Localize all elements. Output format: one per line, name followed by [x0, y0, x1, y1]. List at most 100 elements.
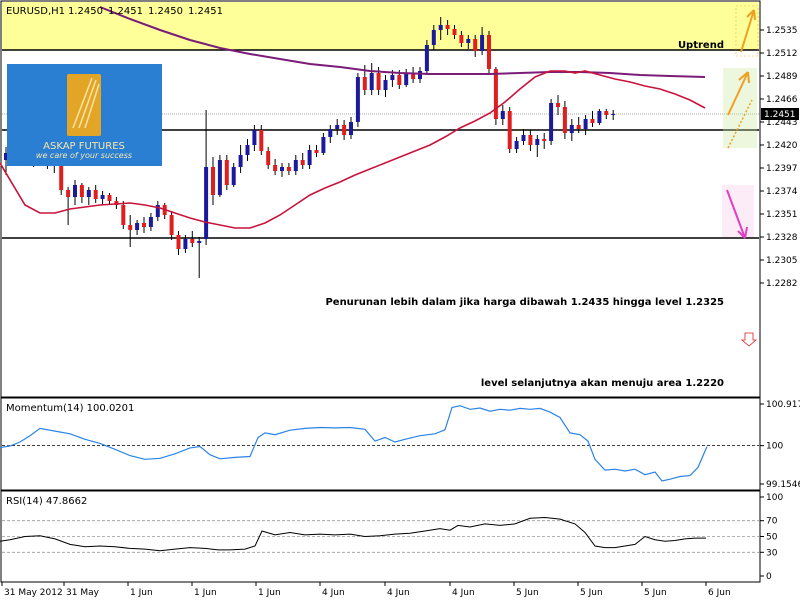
bull-candle [569, 125, 574, 133]
uptrend-label: Uptrend [678, 40, 724, 51]
next-level-note: level selanjutnya akan menuju area 1.222… [481, 378, 724, 389]
bull-candle [424, 45, 429, 71]
bull-candle [431, 30, 436, 45]
bull-candle [238, 155, 243, 167]
bear-candle [190, 239, 195, 243]
momentum-panel-frame [0, 397, 761, 491]
rsi-tick-label: 50 [766, 533, 778, 543]
bear-candle [114, 201, 119, 205]
bear-candle [562, 107, 567, 133]
momentum-tick-label: 99.1546 [766, 480, 800, 490]
bear-candle [66, 190, 71, 197]
bear-candle [169, 215, 174, 235]
bear-candle [266, 151, 271, 165]
bear-candle [487, 35, 491, 69]
bull-candle [231, 167, 236, 185]
ohlc-low: 1.2450 [148, 6, 183, 17]
bull-candle [549, 103, 554, 141]
bull-candle [418, 71, 422, 79]
bear-candle [176, 235, 181, 249]
bull-candle [307, 150, 312, 165]
bear-candle [604, 111, 609, 115]
bull-candle [73, 185, 77, 197]
main-plot-frame [0, 0, 761, 398]
price-tick-label: 1.2305 [766, 256, 798, 266]
bull-candle [404, 73, 409, 85]
bull-candle [86, 190, 91, 197]
current-price-tag: 1.2451 [761, 108, 799, 120]
bear-candle [576, 125, 581, 129]
uptrend-arrow-icon [735, 5, 759, 57]
price-tick-label: 1.2397 [766, 164, 798, 174]
momentum-tick-label: 100.9176 [766, 400, 800, 410]
bear-candle [300, 160, 305, 165]
bull-candle [438, 25, 443, 30]
bull-candle [252, 130, 257, 145]
time-tick-label: 4 Jun [322, 588, 345, 598]
bear-candle [121, 205, 126, 225]
ohlc-close: 1.2451 [188, 6, 223, 17]
bull-candle [355, 77, 360, 122]
time-tick-label: 6 Jun [708, 588, 731, 598]
rsi-line [0, 516, 706, 552]
bear-candle [93, 190, 98, 199]
rsi-tick-label: 70 [766, 517, 778, 527]
bear-candle [528, 135, 533, 145]
bear-candle [362, 77, 367, 90]
price-tick-label: 1.2282 [766, 279, 798, 289]
downtrend-arrow-icon [722, 185, 754, 239]
bull-candle [293, 160, 298, 171]
price-tick-label: 1.2374 [766, 187, 798, 197]
rsi-axis: 100 70 50 30 0 [760, 493, 783, 582]
time-tick-label: 1 Jun [194, 588, 217, 598]
bear-candle [397, 75, 402, 85]
bull-candle [466, 39, 471, 43]
bull-candle [197, 241, 202, 243]
bear-candle [211, 167, 215, 195]
bull-candle [521, 135, 526, 141]
bull-candle [480, 35, 485, 51]
price-tick-label: 1.2466 [766, 95, 798, 105]
momentum-tick-label: 100 [766, 442, 783, 452]
time-tick-label: 1 Jun [130, 588, 153, 598]
bull-candle [217, 160, 222, 195]
rsi-levels [2, 520, 759, 553]
bear-candle [128, 225, 133, 230]
bull-candle [514, 141, 519, 149]
time-tick-label: 4 Jun [387, 588, 410, 598]
down-small-arrow-icon [740, 332, 758, 347]
bear-candle [142, 223, 146, 227]
bull-candle [280, 167, 284, 171]
ohlc-open: 1.2450 [68, 6, 103, 17]
ohlc-high: 1.2451 [108, 6, 143, 17]
price-tick-label: 1.2420 [766, 141, 798, 151]
bull-candle [135, 223, 140, 230]
bear-candle [79, 185, 84, 197]
bull-candle [611, 114, 616, 115]
bear-candle [224, 160, 229, 185]
bear-candle [473, 39, 478, 51]
time-tick-label: 31 May 2012 [4, 588, 63, 598]
bull-candle [383, 80, 388, 90]
time-tick-label: 5 Jun [580, 588, 603, 598]
bear-candle [59, 160, 64, 190]
bull-candle [100, 195, 105, 199]
rsi-title: RSI(14) 47.8662 [6, 496, 87, 507]
time-tick-label: 31 May [66, 588, 100, 598]
ma-fast-line [0, 70, 706, 229]
rsi-tick-label: 0 [766, 572, 772, 582]
time-tick-label: 4 Jun [452, 588, 475, 598]
bull-candle [535, 139, 540, 145]
bear-candle [411, 73, 416, 79]
price-tick-label: 1.2489 [766, 72, 798, 82]
bull-candle [597, 111, 602, 123]
bear-candle [542, 139, 547, 141]
bear-candle [376, 73, 381, 90]
bear-candle [286, 167, 291, 171]
bull-candle [369, 73, 374, 90]
rsi-tick-label: 30 [766, 548, 778, 558]
bear-candle [556, 103, 560, 107]
price-tick-label: 1.2535 [766, 26, 798, 36]
time-tick-label: 1 Jun [258, 588, 281, 598]
